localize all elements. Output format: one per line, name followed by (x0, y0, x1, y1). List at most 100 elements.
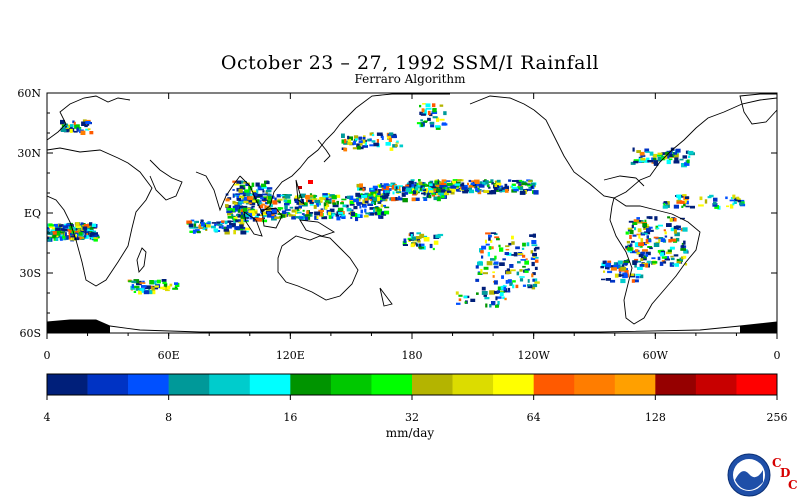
rain-cell (515, 284, 519, 289)
rain-cell (647, 239, 652, 243)
rain-cell (309, 202, 314, 204)
rain-cell (74, 237, 80, 241)
lon-label: 0 (44, 349, 51, 362)
rain-cell (341, 139, 346, 144)
rain-cell (434, 179, 438, 182)
lat-axis: 60N 30N EQ 30S 60S (17, 87, 777, 340)
rain-cell (534, 266, 538, 270)
rain-cell (367, 138, 371, 142)
rain-cell (392, 144, 398, 148)
rain-cell (221, 225, 224, 230)
rain-cell (504, 252, 509, 255)
rain-cell (447, 187, 450, 191)
rain-cell (156, 279, 161, 284)
rain-cell (687, 150, 694, 155)
rain-cell (271, 214, 277, 219)
rain-cell (75, 228, 78, 231)
rain-cell (519, 186, 524, 191)
rain-cell (668, 154, 674, 158)
rain-cell (627, 227, 633, 230)
rain-cell (492, 275, 495, 278)
rain-cell (532, 279, 535, 282)
colorbar-label: 8 (165, 411, 172, 424)
rain-cell (349, 195, 354, 201)
rain-cell (380, 199, 386, 201)
rain-cell (391, 185, 397, 190)
rain-cell (387, 188, 392, 191)
rain-cell (414, 181, 417, 184)
colorbar-label: 256 (767, 411, 788, 424)
rain-cell (377, 189, 383, 191)
rain-cell (680, 194, 685, 198)
rain-cell (49, 236, 55, 239)
rain-cell (423, 109, 427, 114)
rain-cell (211, 225, 216, 229)
rain-cell (664, 154, 668, 160)
rain-cell (363, 215, 369, 218)
rain-cell (647, 160, 654, 163)
rain-cell (426, 193, 430, 198)
rain-cell (308, 180, 313, 184)
rain-cell (661, 256, 667, 259)
rain-cell (372, 185, 378, 189)
rain-cell (332, 204, 339, 208)
rain-cell (296, 199, 299, 204)
rain-cell (481, 255, 484, 259)
rain-cell (284, 202, 290, 206)
rain-cell (494, 290, 499, 294)
rain-cell (259, 214, 265, 217)
rain-cell (165, 289, 170, 292)
rain-cell (217, 230, 221, 232)
rain-cell (407, 237, 413, 240)
rain-cell (499, 247, 504, 252)
rain-cell (56, 232, 61, 237)
rain-cell (638, 234, 641, 239)
rain-cell (309, 193, 313, 196)
rain-cell (475, 187, 479, 191)
rain-cell (634, 227, 637, 231)
rain-cell (239, 224, 244, 229)
rain-cell (450, 185, 456, 189)
rain-cell (496, 179, 501, 184)
rain-cell (511, 254, 517, 256)
rain-cell (431, 192, 436, 195)
rain-cell (631, 279, 635, 283)
rain-cell (194, 226, 199, 229)
rain-cell (503, 285, 507, 288)
rain-cell (660, 252, 665, 257)
rain-cell (370, 191, 377, 196)
rain-cell (505, 280, 508, 284)
rain-cell (494, 180, 498, 183)
rain-cell (660, 238, 666, 242)
rain-cell (633, 160, 639, 164)
rain-cell (657, 250, 661, 253)
rain-cell (430, 244, 433, 248)
rain-cell (668, 239, 672, 243)
rain-cell (372, 197, 377, 201)
rain-cell (232, 200, 236, 205)
rain-cell (68, 229, 75, 235)
rain-cell (236, 180, 242, 185)
rain-cell (622, 273, 628, 279)
rain-cell (313, 194, 316, 199)
rain-cell (358, 188, 363, 191)
rain-cell (48, 226, 53, 229)
rain-cell (261, 203, 265, 206)
rain-cell (243, 181, 247, 184)
rain-cell (344, 138, 347, 144)
rain-cell (380, 183, 383, 186)
rain-cell (460, 179, 464, 182)
rain-cell (62, 225, 69, 229)
rain-cell (665, 201, 670, 206)
rain-cell (433, 240, 439, 245)
rain-cell (520, 259, 526, 261)
rain-cell (314, 211, 320, 216)
rain-cell (76, 127, 79, 132)
rain-cell (442, 186, 446, 190)
rain-cell (646, 260, 651, 264)
rain-cell (297, 216, 304, 219)
rain-cell (468, 179, 472, 183)
rain-cell (488, 246, 492, 250)
rain-cell (437, 188, 441, 193)
rain-cell (237, 209, 241, 213)
